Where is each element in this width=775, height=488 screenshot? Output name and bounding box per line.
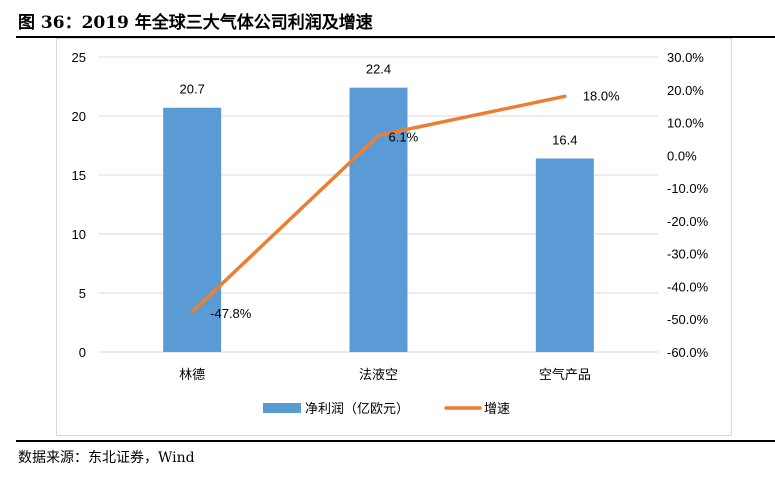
source-note: 数据来源：东北证券，Wind xyxy=(18,450,195,466)
right-tick-label: -60.0% xyxy=(667,345,709,360)
right-tick-label: -20.0% xyxy=(667,214,709,229)
category-label: 空气产品 xyxy=(539,367,591,382)
legend-label-growth: 增速 xyxy=(484,401,510,416)
right-tick-label: 0.0% xyxy=(667,148,697,163)
legend-bar-swatch xyxy=(263,403,301,413)
left-tick-label: 20 xyxy=(72,109,86,124)
left-tick-label: 10 xyxy=(72,227,86,242)
top-rule xyxy=(16,36,775,38)
bar-data-label: 22.4 xyxy=(366,62,391,77)
legend-label-profit: 净利润（亿欧元） xyxy=(305,401,409,416)
line-data-label: -47.8% xyxy=(210,306,252,321)
right-tick-label: -40.0% xyxy=(667,279,709,294)
line-data-label: 18.0% xyxy=(583,88,620,103)
chart-frame xyxy=(56,38,732,436)
growth-line xyxy=(190,94,567,314)
bottom-rule xyxy=(16,440,775,442)
right-tick-label: 30.0% xyxy=(667,50,704,65)
bar xyxy=(349,87,408,353)
left-tick-label: 25 xyxy=(72,50,86,65)
right-tick-label: -30.0% xyxy=(667,247,709,262)
category-label: 法液空 xyxy=(359,367,398,382)
bar xyxy=(535,158,594,352)
left-tick-label: 15 xyxy=(72,168,86,183)
bar-data-label: 16.4 xyxy=(552,132,577,147)
category-label: 林德 xyxy=(179,367,205,382)
right-tick-label: -50.0% xyxy=(667,312,709,327)
right-tick-label: -10.0% xyxy=(667,181,709,196)
figure-title: 图 36：2019 年全球三大气体公司利润及增速 xyxy=(18,13,373,33)
right-tick-label: 20.0% xyxy=(667,83,704,98)
left-tick-label: 5 xyxy=(79,286,86,301)
right-tick-label: 10.0% xyxy=(667,116,704,131)
line-data-label: 6.1% xyxy=(389,129,419,144)
left-tick-label: 0 xyxy=(79,345,86,360)
bar-data-label: 20.7 xyxy=(180,82,205,97)
